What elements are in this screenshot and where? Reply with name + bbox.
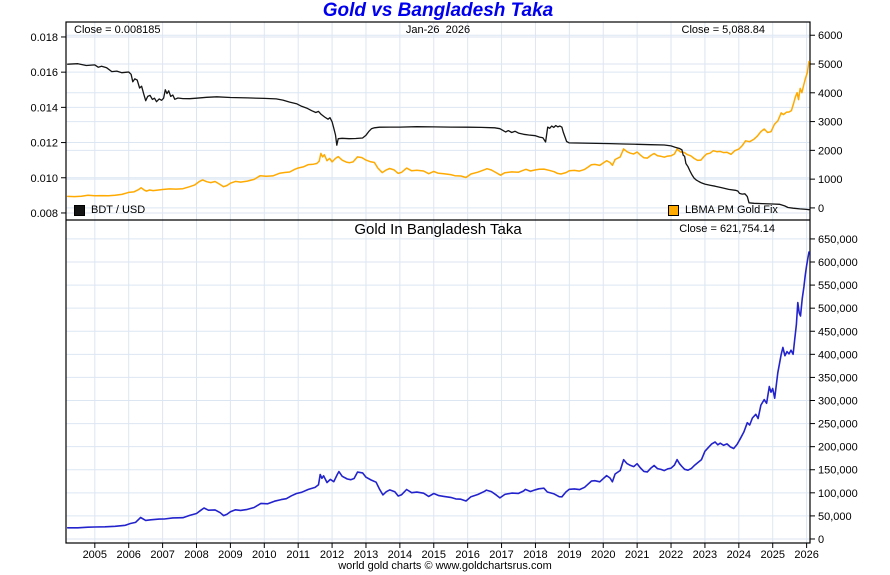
svg-text:4000: 4000 xyxy=(818,88,842,100)
svg-text:0: 0 xyxy=(818,534,824,546)
svg-text:150,000: 150,000 xyxy=(818,465,858,477)
svg-text:2020: 2020 xyxy=(591,549,615,561)
svg-text:200,000: 200,000 xyxy=(818,442,858,454)
svg-text:0.008: 0.008 xyxy=(30,208,58,220)
svg-text:2025: 2025 xyxy=(760,549,784,561)
svg-text:1000: 1000 xyxy=(818,174,842,186)
svg-text:2015: 2015 xyxy=(422,549,446,561)
svg-text:2014: 2014 xyxy=(388,549,412,561)
svg-text:2021: 2021 xyxy=(625,549,649,561)
bdt-usd-legend-swatch-icon xyxy=(74,204,85,216)
svg-text:2026: 2026 xyxy=(794,549,818,561)
svg-text:0: 0 xyxy=(818,203,824,215)
bottom-panel-close-label: Close = 621,754.14 xyxy=(679,223,775,235)
legend-item-lbma-gold-fix: LBMA PM Gold Fix xyxy=(668,204,778,216)
svg-text:500,000: 500,000 xyxy=(818,303,858,315)
svg-text:250,000: 250,000 xyxy=(818,419,858,431)
svg-text:2010: 2010 xyxy=(252,549,276,561)
legend-label-bdt-usd: BDT / USD xyxy=(91,204,146,216)
svg-text:2006: 2006 xyxy=(116,549,140,561)
svg-text:5000: 5000 xyxy=(818,59,842,71)
svg-text:400,000: 400,000 xyxy=(818,349,858,361)
svg-text:2019: 2019 xyxy=(557,549,581,561)
svg-text:0.010: 0.010 xyxy=(30,173,58,185)
svg-text:100,000: 100,000 xyxy=(818,488,858,500)
svg-text:2018: 2018 xyxy=(523,549,547,561)
svg-text:50,000: 50,000 xyxy=(818,511,852,523)
svg-text:0.012: 0.012 xyxy=(30,138,58,150)
svg-text:550,000: 550,000 xyxy=(818,280,858,292)
svg-text:350,000: 350,000 xyxy=(818,372,858,384)
svg-text:3000: 3000 xyxy=(818,117,842,129)
page-title: Gold vs Bangladesh Taka xyxy=(322,0,554,21)
svg-text:0.014: 0.014 xyxy=(30,102,58,114)
gold-fix-legend-swatch-icon xyxy=(668,204,679,216)
svg-text:600,000: 600,000 xyxy=(818,257,858,269)
svg-text:6000: 6000 xyxy=(818,30,842,42)
top-panel-date-label: Jan-26 2026 xyxy=(405,24,471,36)
footer-credit: world gold charts © www.goldchartsrus.co… xyxy=(338,560,552,572)
svg-text:0.016: 0.016 xyxy=(30,67,58,79)
bottom-panel-title: Gold In Bangladesh Taka xyxy=(354,221,522,238)
svg-text:2013: 2013 xyxy=(354,549,378,561)
svg-text:2000: 2000 xyxy=(818,145,842,157)
svg-text:2005: 2005 xyxy=(83,549,107,561)
bdt-usd-line xyxy=(67,63,810,211)
svg-text:2008: 2008 xyxy=(184,549,208,561)
svg-text:2023: 2023 xyxy=(693,549,717,561)
svg-text:300,000: 300,000 xyxy=(818,395,858,407)
top-panel-close-right-label: Close = 5,088.84 xyxy=(681,24,765,36)
gold-fix-line xyxy=(66,60,810,198)
legend-item-bdt-usd: BDT / USD xyxy=(74,204,145,216)
top-panel-close-left-label: Close = 0.008185 xyxy=(74,24,161,36)
svg-text:450,000: 450,000 xyxy=(818,326,858,338)
svg-text:2016: 2016 xyxy=(455,549,479,561)
svg-text:650,000: 650,000 xyxy=(818,234,858,246)
svg-text:2024: 2024 xyxy=(727,549,751,561)
svg-text:2012: 2012 xyxy=(320,549,344,561)
svg-text:2009: 2009 xyxy=(218,549,242,561)
gold-in-taka-line xyxy=(66,251,810,529)
legend-label-lbma-gold-fix: LBMA PM Gold Fix xyxy=(685,204,778,216)
svg-text:2022: 2022 xyxy=(659,549,683,561)
svg-text:0.018: 0.018 xyxy=(30,32,58,44)
svg-text:2017: 2017 xyxy=(489,549,513,561)
svg-text:2007: 2007 xyxy=(150,549,174,561)
svg-text:2011: 2011 xyxy=(286,549,310,561)
